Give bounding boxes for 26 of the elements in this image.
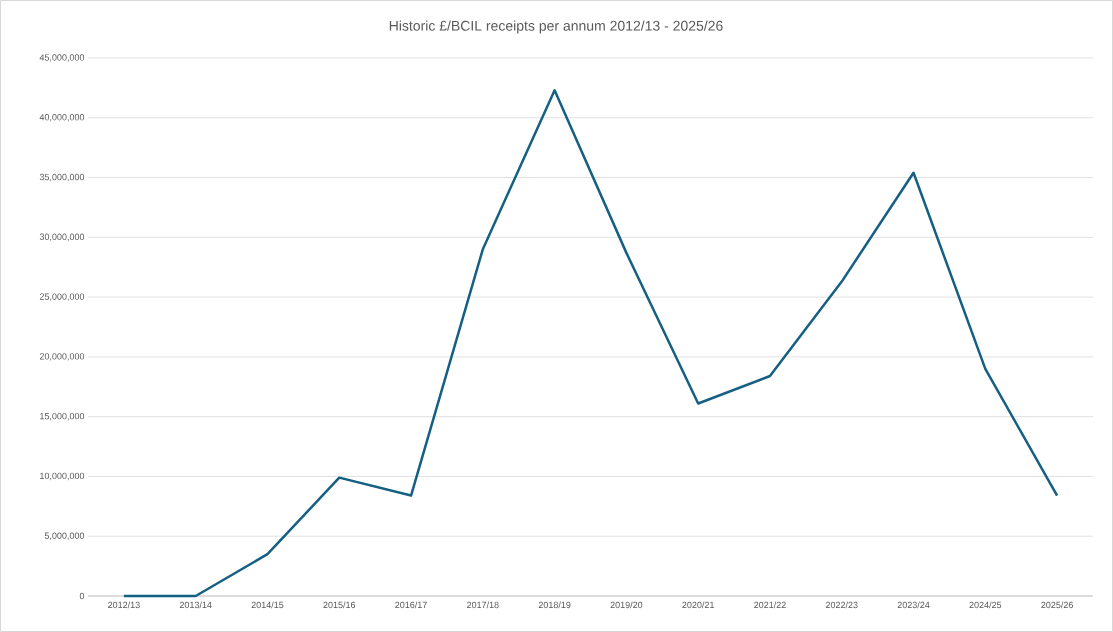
x-tick-label: 2025/26 [1041, 601, 1073, 609]
y-tick-label: 45,000,000 [39, 54, 85, 62]
y-tick-label: 25,000,000 [39, 293, 85, 301]
y-tick-label: 20,000,000 [39, 353, 85, 361]
x-tick-label: 2014/15 [251, 601, 284, 609]
x-tick-label: 2013/14 [179, 601, 212, 609]
x-tick-label: 2022/23 [825, 601, 858, 609]
x-tick-label: 2016/17 [395, 601, 427, 609]
y-tick-label: 35,000,000 [39, 173, 85, 182]
x-tick-label: 2012/13 [108, 601, 140, 609]
x-tick-label: 2023/24 [897, 601, 930, 609]
x-tick-label: 2024/25 [969, 601, 1002, 609]
y-tick-label: 15,000,000 [40, 412, 85, 421]
y-tick-label: 0 [79, 592, 85, 600]
y-tick-label: 30,000,000 [39, 233, 85, 242]
x-tick-label: 2015/16 [323, 601, 356, 609]
x-tick-label: 2018/19 [538, 601, 571, 609]
x-tick-label: 2019/20 [610, 601, 643, 609]
y-tick-label: 5,000,000 [44, 532, 85, 540]
line-series [122, 89, 1059, 598]
x-tick-label: 2017/18 [467, 601, 499, 609]
x-tick-label: 2020/21 [682, 601, 714, 609]
y-tick-label: 40,000,000 [39, 114, 85, 122]
x-tick-label: 2021/22 [754, 601, 786, 609]
chart-title: Historic £/BCIL receipts per annum 2012/13 - 2025/26 [389, 20, 723, 34]
y-tick-label: 10,000,000 [40, 472, 85, 481]
